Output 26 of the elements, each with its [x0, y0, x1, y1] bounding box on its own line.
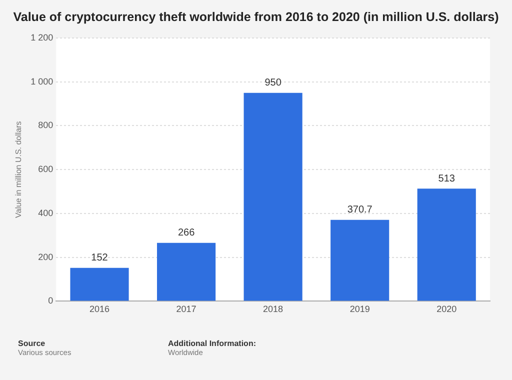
x-tick-label: 2017	[176, 304, 196, 314]
y-tick-label: 1 200	[30, 32, 54, 42]
bar	[157, 242, 216, 301]
y-tick-label: 0	[48, 296, 54, 306]
y-tick-label: 200	[38, 252, 54, 262]
x-tick-label: 2019	[350, 304, 370, 314]
x-tick-label: 2018	[263, 304, 284, 314]
text: Additional Information:	[168, 339, 256, 348]
chart-title: Value of cryptocurrency theft worldwide from 2016 to 2020 (in million U.S. dollars)	[12, 10, 500, 24]
y-tick-label: 400	[38, 208, 54, 218]
bar	[417, 188, 476, 301]
text: Source	[18, 339, 46, 348]
x-tick-label: 2016	[89, 304, 110, 314]
data-label: 950	[264, 78, 282, 89]
y-tick-label: 1 000	[30, 76, 54, 86]
bar	[70, 268, 129, 301]
data-label: 266	[178, 228, 196, 239]
bar	[244, 92, 302, 301]
x-tick-label: 2020	[436, 304, 457, 314]
y-tick-label: 800	[38, 120, 54, 130]
data-label: 152	[91, 252, 108, 264]
data-label: 370.7	[347, 204, 373, 216]
bar	[330, 220, 390, 301]
y-tick-label: 600	[38, 164, 54, 174]
y-axis-title: Value in million U.S. dollars	[14, 121, 24, 218]
data-label: 513	[438, 173, 456, 184]
